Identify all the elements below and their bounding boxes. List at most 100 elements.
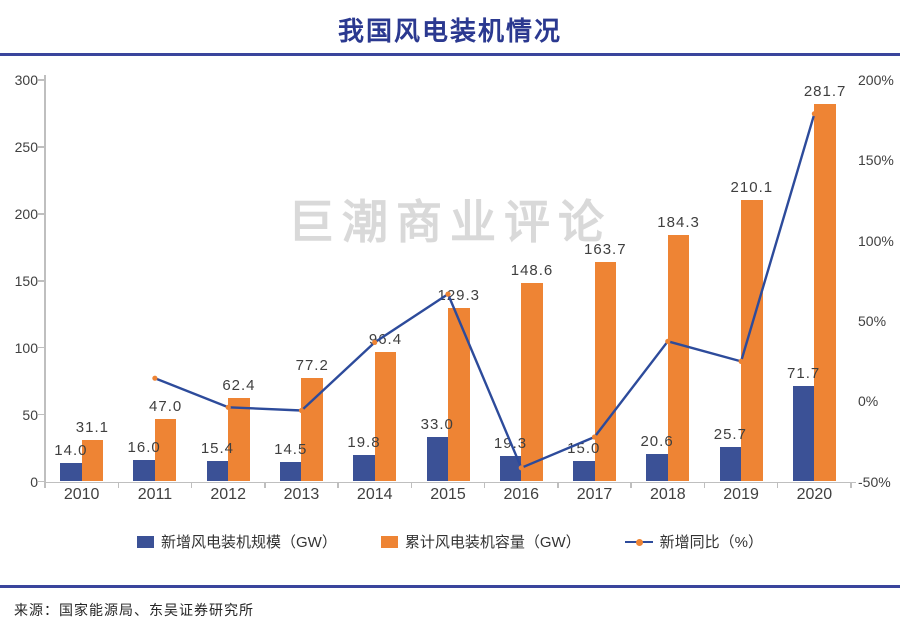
x-axis-tick xyxy=(776,481,779,488)
bar-label-new-2010: 14.0 xyxy=(54,441,88,459)
y-axis-tick-left xyxy=(38,280,44,282)
x-axis-tick xyxy=(117,481,120,488)
legend-swatch-new-installs xyxy=(137,535,154,548)
bar-new-2014 xyxy=(353,455,375,482)
bar-label-cumulative-2010: 31.1 xyxy=(75,418,109,436)
y-axis-label-right: 50% xyxy=(858,312,887,329)
x-axis-label-2012: 2012 xyxy=(210,486,246,503)
y-axis-tick-left xyxy=(38,413,44,416)
bar-new-2011 xyxy=(133,460,155,482)
bar-label-cumulative-2016: 148.6 xyxy=(510,261,554,279)
x-axis-label-2018: 2018 xyxy=(650,486,686,503)
y-axis-label-left: 0 xyxy=(30,473,38,490)
bar-label-cumulative-2018: 184.3 xyxy=(657,213,700,231)
x-axis-label-2020: 2020 xyxy=(796,486,833,503)
bar-label-cumulative-2015: 129.3 xyxy=(437,287,481,305)
y-axis-label-left: 250 xyxy=(14,138,38,155)
x-axis-tick xyxy=(483,481,486,488)
bar-label-new-2016: 19.3 xyxy=(493,434,528,452)
x-axis-label-2014: 2014 xyxy=(356,486,393,503)
bar-label-new-2017: 15.0 xyxy=(567,440,601,458)
x-axis-label-2010: 2010 xyxy=(63,486,100,503)
y-axis-label-right: -50% xyxy=(858,473,891,490)
bar-new-2012 xyxy=(206,460,229,482)
bar-new-2013 xyxy=(279,462,302,482)
bar-new-2017 xyxy=(573,461,595,482)
x-axis-tick xyxy=(44,481,46,488)
bar-label-cumulative-2019: 210.1 xyxy=(730,179,774,197)
bar-new-2010 xyxy=(60,462,82,482)
y-axis-tick-left xyxy=(38,79,44,81)
bar-cumulative-2014 xyxy=(374,352,397,482)
bar-new-2019 xyxy=(719,447,742,482)
bar-cumulative-2020 xyxy=(814,104,836,482)
bottom-divider xyxy=(0,585,900,588)
legend-item-new-installs: 新增风电装机规模（GW） xyxy=(137,531,337,552)
bar-new-2018 xyxy=(646,453,668,482)
source-note: 来源：国家能源局、东吴证券研究所 xyxy=(14,602,254,618)
x-axis-tick xyxy=(703,481,706,488)
bar-label-cumulative-2012: 62.4 xyxy=(222,376,256,394)
legend-label-new-installs: 新增风电装机规模（GW） xyxy=(161,534,337,551)
x-axis-line xyxy=(44,481,856,483)
y-axis-label-right: 100% xyxy=(858,232,894,249)
x-axis-tick xyxy=(264,481,266,488)
x-axis-tick xyxy=(630,481,632,488)
yoy-line-marker xyxy=(152,375,158,381)
bar-cumulative-2010 xyxy=(81,439,104,482)
bar-label-new-2019: 25.7 xyxy=(713,426,747,444)
y-axis-label-right: 0% xyxy=(858,393,879,410)
chart-legend: 新增风电装机规模（GW） 累计风电装机容量（GW） 新增同比（%） xyxy=(0,531,900,552)
bar-label-new-2011: 16.0 xyxy=(127,439,161,457)
bar-cumulative-2013 xyxy=(301,378,323,482)
y-axis-label-left: 50 xyxy=(22,406,38,423)
bar-label-new-2018: 20.6 xyxy=(640,432,674,450)
x-axis-label-2016: 2016 xyxy=(503,486,540,503)
y-axis-label-right: 200% xyxy=(858,72,894,88)
bar-label-cumulative-2017: 163.7 xyxy=(584,241,627,259)
legend-line-marker-icon xyxy=(635,538,643,546)
bar-label-cumulative-2020: 281.7 xyxy=(803,83,847,101)
bar-label-cumulative-2014: 96.4 xyxy=(368,331,403,349)
y-axis-label-left: 200 xyxy=(14,205,38,222)
x-axis-tick xyxy=(410,481,413,488)
yoy-line xyxy=(154,113,816,469)
y-axis-label-left: 100 xyxy=(14,339,38,356)
legend-swatch-yoy-line xyxy=(624,537,653,546)
bar-new-2016 xyxy=(499,455,522,482)
x-axis-label-2019: 2019 xyxy=(723,486,759,503)
bar-label-new-2013: 14.5 xyxy=(274,441,308,459)
x-axis-label-2015: 2015 xyxy=(430,486,466,503)
y-axis-tick-left xyxy=(38,480,44,483)
title-divider xyxy=(0,53,900,56)
legend-label-yoy: 新增同比（%） xyxy=(659,534,763,551)
legend-item-yoy: 新增同比（%） xyxy=(624,531,763,552)
bar-label-cumulative-2013: 77.2 xyxy=(295,357,329,375)
y-axis-tick-left xyxy=(38,346,44,349)
bar-label-new-2020: 71.7 xyxy=(787,364,821,382)
legend-item-cumulative: 累计风电装机容量（GW） xyxy=(380,531,581,552)
y-axis-tick-left xyxy=(38,146,44,148)
bar-label-cumulative-2011: 47.0 xyxy=(149,397,183,415)
bar-new-2020 xyxy=(792,385,815,482)
bar-new-2015 xyxy=(426,437,448,482)
bar-label-new-2014: 19.8 xyxy=(347,434,381,451)
x-axis-label-2017: 2017 xyxy=(576,486,613,503)
bar-cumulative-2015 xyxy=(448,308,470,482)
y-axis-tick-left xyxy=(38,213,44,215)
bar-label-new-2012: 15.4 xyxy=(200,439,235,457)
x-axis-tick xyxy=(190,481,193,488)
y-axis-label-left: 150 xyxy=(14,272,38,289)
y-axis-label-left: 300 xyxy=(14,72,38,88)
x-axis-label-2011: 2011 xyxy=(137,486,173,503)
page-title: 我国风电装机情况 xyxy=(337,16,562,46)
bar-label-new-2015: 33.0 xyxy=(420,416,454,434)
y-axis-label-right: 150% xyxy=(858,152,894,169)
legend-label-cumulative: 累计风电装机容量（GW） xyxy=(404,534,581,551)
legend-swatch-cumulative xyxy=(380,535,398,548)
x-axis-tick xyxy=(850,481,852,488)
x-axis-tick xyxy=(557,481,559,488)
x-axis-tick xyxy=(337,481,339,488)
x-axis-label-2013: 2013 xyxy=(283,486,320,503)
